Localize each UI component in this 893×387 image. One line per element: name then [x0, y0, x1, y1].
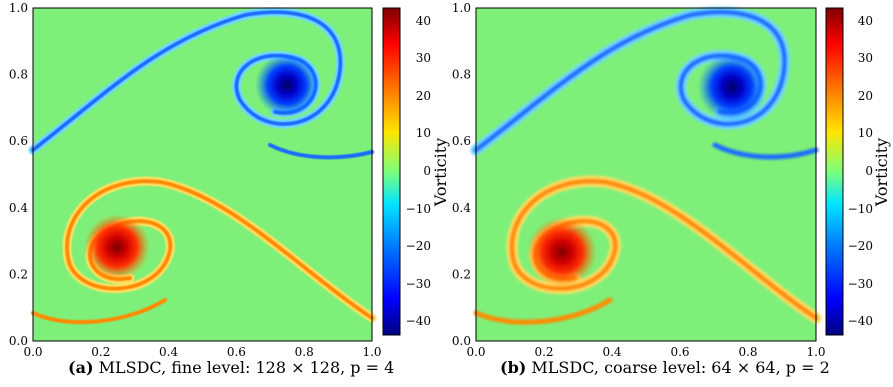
shear-layer-positive-tail — [473, 297, 613, 325]
plot-frame-b — [475, 7, 817, 342]
caption-label: (a) — [68, 358, 94, 377]
x-tick-label: 0.8 — [738, 345, 757, 359]
colorbar-tick-label: −30 — [848, 277, 873, 291]
y-tick-label: 0.8 — [452, 68, 471, 82]
heatmap-b — [470, 6, 822, 342]
colorbar-b: 40 30 20 10 0 −10 −20 −30 −40 Vorticity — [825, 7, 891, 336]
colorbar-tick-label: 0 — [865, 164, 873, 178]
panel-b: 0.0 0.2 0.4 0.6 0.8 1.0 0.0 0.2 0.4 0.6 … — [452, 1, 891, 359]
colorbar-tick-label: 30 — [858, 51, 873, 65]
panel-a: 0.0 0.2 0.4 0.6 0.8 1.0 0.0 0.2 0.4 0.6 … — [9, 1, 450, 359]
x-tick-label: 0.2 — [91, 345, 110, 359]
colorbar-tick-label: −10 — [848, 202, 873, 216]
colorbar-label: Vorticity — [431, 138, 450, 207]
colorbar-tick-label: 0 — [423, 164, 431, 178]
vortex-core-positive — [84, 214, 150, 280]
y-ticks-b: 0.0 0.2 0.4 0.6 0.8 1.0 — [452, 1, 471, 348]
caption-text: MLSDC, fine level: 128 × 128, p = 4 — [98, 358, 395, 377]
x-tick-label: 1.0 — [362, 345, 381, 359]
colorbar-tick-label: −20 — [406, 239, 431, 253]
colorbar-tick-label: −10 — [406, 202, 431, 216]
colorbar-gradient — [825, 7, 844, 336]
y-tick-label: 0.8 — [9, 68, 28, 82]
y-tick-label: 1.0 — [452, 1, 471, 15]
x-tick-label: 0.2 — [534, 345, 553, 359]
x-tick-label: 0.8 — [295, 345, 314, 359]
colorbar-tick-label: 20 — [858, 89, 873, 103]
y-tick-label: 0.2 — [452, 267, 471, 281]
x-ticks-a: 0.0 0.2 0.4 0.6 0.8 1.0 — [23, 345, 381, 359]
x-tick-label: 0.4 — [159, 345, 178, 359]
caption-text: MLSDC, coarse level: 64 × 64, p = 2 — [531, 358, 830, 377]
colorbar-tick-label: 10 — [416, 126, 431, 140]
y-tick-label: 0.6 — [452, 134, 471, 148]
background-field — [33, 8, 372, 341]
colorbar-tick-label: 30 — [416, 51, 431, 65]
shear-layer-positive-tail — [31, 298, 167, 325]
colorbar-tick-label: 40 — [416, 14, 431, 28]
x-tick-label: 0.6 — [227, 345, 246, 359]
vortex-core-positive — [527, 217, 597, 287]
heatmap-a — [28, 7, 377, 342]
colorbar-tick-label: 40 — [858, 14, 873, 28]
vortex-core-negative — [698, 53, 766, 121]
colorbar-a: 40 30 20 10 0 −10 −20 −30 −40 Vorticity — [382, 7, 450, 336]
y-tick-label: 0.4 — [452, 201, 471, 215]
colorbar-tick-label: −40 — [406, 314, 431, 328]
y-ticks-a: 0.0 0.2 0.4 0.6 0.8 1.0 — [9, 1, 28, 348]
caption-b: (b) MLSDC, coarse level: 64 × 64, p = 2 — [500, 358, 830, 377]
colorbar-gradient — [382, 7, 401, 336]
x-tick-label: 0.6 — [670, 345, 689, 359]
x-tick-label: 1.0 — [806, 345, 825, 359]
y-tick-label: 0.4 — [9, 201, 28, 215]
colorbar-tick-label: −30 — [406, 277, 431, 291]
y-tick-label: 0.0 — [9, 334, 28, 348]
colorbar-label: Vorticity — [872, 138, 891, 207]
shear-layer-negative-tail — [712, 142, 819, 160]
y-tick-label: 0.2 — [9, 267, 28, 281]
y-tick-label: 1.0 — [9, 1, 28, 15]
colorbar-tick-label: −40 — [848, 314, 873, 328]
shear-layer-negative-tail — [268, 143, 374, 160]
plot-frame-a — [32, 7, 373, 342]
x-tick-label: 0.0 — [23, 345, 42, 359]
y-tick-label: 0.6 — [9, 134, 28, 148]
vortex-core-negative — [255, 53, 319, 117]
x-ticks-b: 0.0 0.2 0.4 0.6 0.8 1.0 — [466, 345, 825, 359]
colorbar-tick-label: 20 — [416, 89, 431, 103]
x-tick-label: 0.0 — [466, 345, 485, 359]
x-tick-label: 0.4 — [602, 345, 621, 359]
colorbar-tick-label: 10 — [858, 126, 873, 140]
background-field — [476, 8, 816, 341]
caption-label: (b) — [500, 358, 527, 377]
colorbar-tick-label: −20 — [848, 239, 873, 253]
caption-a: (a) MLSDC, fine level: 128 × 128, p = 4 — [68, 358, 394, 377]
y-tick-label: 0.0 — [452, 334, 471, 348]
